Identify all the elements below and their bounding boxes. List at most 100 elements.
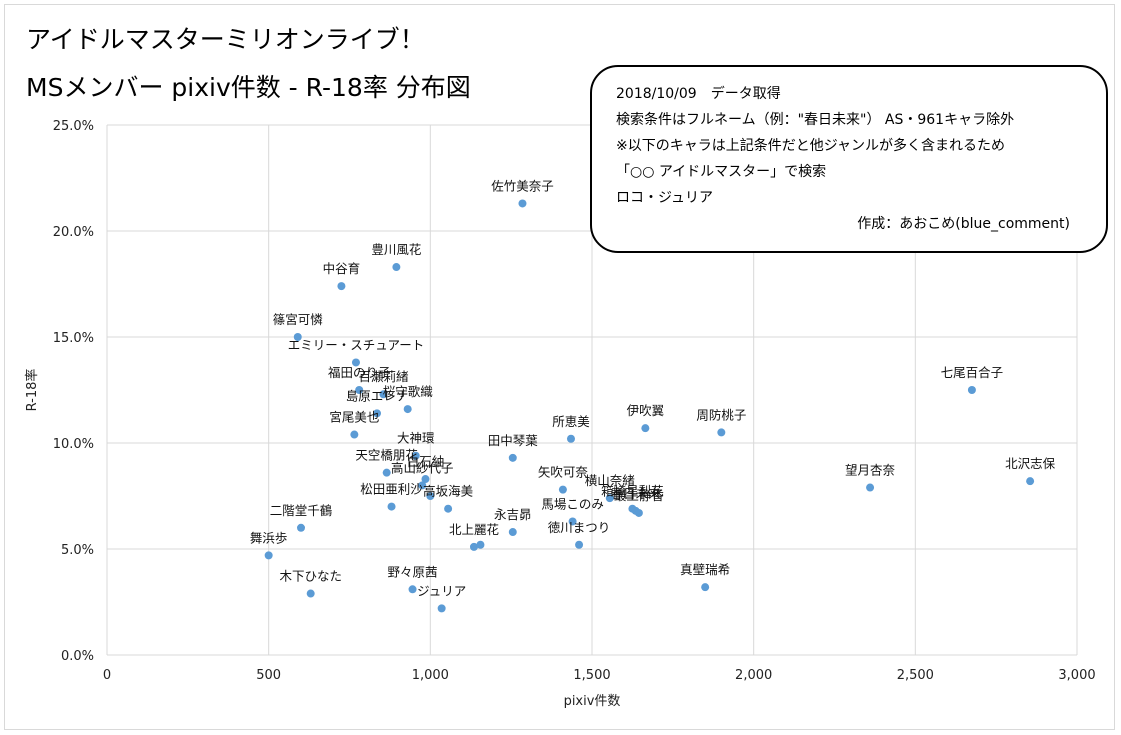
data-label: 矢吹可奈 (538, 465, 589, 480)
data-point (372, 409, 381, 418)
data-point (379, 390, 388, 399)
data-label: ジュリア (417, 583, 466, 598)
data-label: 豊川風花 (371, 242, 421, 257)
data-point (351, 358, 360, 367)
x-tick-label: 3,000 (1058, 668, 1095, 683)
chart-frame (4, 4, 1115, 730)
data-label: 舞浜歩 (250, 530, 288, 545)
x-tick-label: 2,500 (897, 668, 934, 683)
data-point (403, 405, 412, 414)
x-tick-label: 1,000 (412, 668, 449, 683)
x-axis-title: pixiv件数 (564, 694, 621, 709)
data-point (337, 282, 346, 291)
data-label: 望月杏奈 (845, 463, 896, 478)
data-point (418, 481, 427, 490)
note-characters: ロコ・ジュリア (616, 190, 714, 206)
y-axis-title: R-18率 (24, 369, 40, 412)
data-point (717, 428, 726, 437)
data-point (387, 502, 396, 511)
x-tick-label: 500 (256, 668, 281, 683)
data-point (411, 451, 420, 460)
data-point (382, 468, 391, 477)
data-point (605, 494, 614, 503)
data-label: 佐竹美奈子 (491, 178, 554, 193)
y-tick-label: 0.0% (61, 649, 94, 664)
data-label: 二階堂千鶴 (270, 503, 333, 518)
y-tick-labels: 0.0% 5.0% 10.0% 15.0% 20.0% 25.0% (53, 119, 94, 664)
data-point (264, 551, 273, 560)
data-label: 中谷育 (323, 261, 361, 276)
note-condition: 検索条件はフルネーム（例："春日未来"） AS・961キャラ除外 (616, 112, 1015, 128)
data-label: 島原エレナ (346, 388, 409, 403)
y-tick-label: 25.0% (53, 119, 94, 134)
annotation-box: 2018/10/09 データ取得 検索条件はフルネーム（例："春日未来"） AS… (590, 65, 1108, 253)
data-point (575, 540, 584, 549)
data-label: 周防桃子 (696, 407, 746, 422)
data-label: 天空橋朋花 (355, 448, 418, 463)
data-labels: 佐竹美奈子豊川風花中谷育篠宮可憐エミリー・スチュアート福田のり子百瀬莉緒桜守歌織… (250, 178, 1056, 598)
data-label: 桜守歌織 (383, 384, 434, 399)
data-label: 箱崎星梨花 (601, 484, 664, 499)
data-label: 真壁瑞希 (680, 562, 730, 577)
data-point (297, 523, 305, 532)
data-point (421, 475, 430, 484)
data-point (426, 492, 435, 500)
y-tick-label: 5.0% (61, 543, 94, 558)
data-point (558, 485, 567, 494)
data-point (437, 604, 446, 613)
data-label: 馬場このみ (541, 496, 604, 511)
data-label: 高坂海美 (423, 484, 473, 499)
note-exception: ※以下のキャラは上記条件だと他ジャンルが多く含まれるため (616, 138, 1006, 154)
data-point (634, 508, 643, 517)
data-point (566, 434, 575, 443)
data-point (866, 483, 875, 492)
data-point (701, 583, 710, 592)
data-label: 伊吹翼 (627, 403, 665, 418)
data-point (641, 424, 650, 433)
note-date: 2018/10/09 データ取得 (616, 86, 781, 102)
data-label: 北上麗花 (449, 522, 499, 537)
chart-title-line2: MSメンバー pixiv件数 - R-18率 分布図 (26, 73, 471, 102)
data-label: 宮尾美也 (329, 410, 379, 425)
data-point (568, 517, 577, 526)
data-point (408, 585, 417, 594)
data-label: エミリー・スチュアート (288, 337, 425, 352)
data-label: 横山奈緒 (585, 473, 636, 488)
data-point (306, 589, 315, 598)
x-tick-label: 2,000 (735, 668, 772, 683)
data-label: 福田のり子 (328, 365, 391, 380)
data-label: 永吉昴 (494, 507, 532, 522)
data-label: 所恵美 (552, 414, 590, 429)
data-label: 木下ひなた (279, 569, 342, 584)
data-point (469, 542, 478, 551)
data-label: 田中琴葉 (488, 433, 539, 448)
data-label: 松田亜利沙 (360, 482, 423, 497)
data-label: 北沢志保 (1005, 456, 1056, 471)
data-point (293, 333, 302, 341)
note-author: 作成：あおこめ(blue_comment) (857, 216, 1070, 232)
data-label: 高山紗代子 (391, 460, 454, 475)
y-tick-label: 20.0% (53, 225, 94, 240)
x-tick-label: 1,500 (573, 668, 610, 683)
data-point (508, 453, 517, 462)
y-tick-label: 15.0% (53, 331, 94, 346)
data-label: 最上静香 (614, 488, 665, 503)
data-label: 百瀬莉緒 (358, 369, 409, 384)
x-tick-labels: 0 500 1,000 1,500 2,000 2,500 3,000 (103, 668, 1096, 683)
data-label: 七尾百合子 (941, 365, 1004, 380)
data-point (392, 263, 401, 272)
y-tick-label: 10.0% (53, 437, 94, 452)
chart-title-line1: アイドルマスターミリオンライブ！ (26, 25, 425, 54)
x-tick-label: 0 (103, 668, 111, 683)
data-label: 大神環 (397, 431, 435, 446)
data-label: 篠宮可憐 (273, 312, 324, 327)
data-point (1026, 477, 1035, 486)
data-label: 野々原茜 (388, 564, 438, 579)
data-label: 徳川まつり (548, 520, 611, 535)
data-label: 春日未来 (611, 486, 662, 501)
data-point (967, 386, 976, 394)
note-search: 「○○ アイドルマスター」で検索 (616, 164, 827, 180)
data-point (476, 540, 485, 549)
data-point (518, 199, 527, 208)
